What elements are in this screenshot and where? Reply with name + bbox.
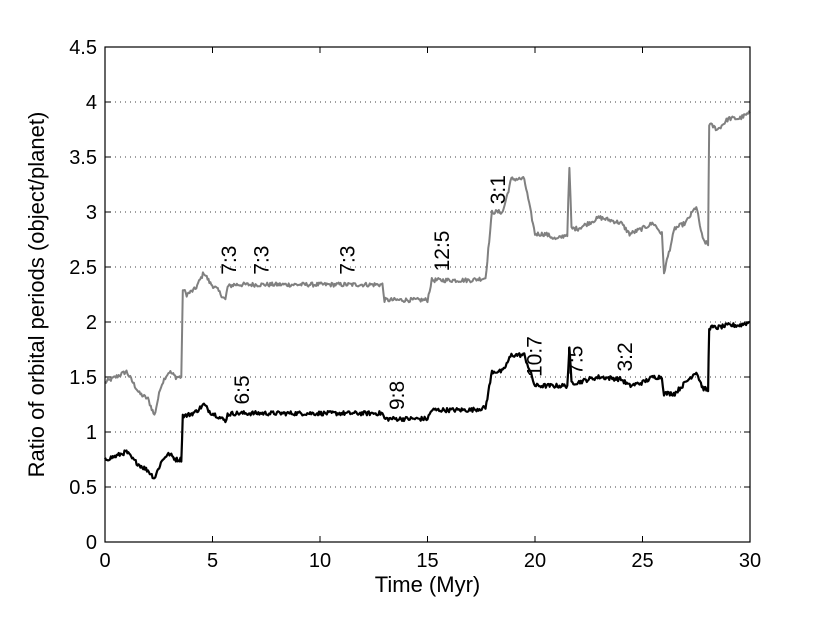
resonance-label: 7:3	[218, 245, 241, 274]
x-axis-ticks: 0 5 10 15 20 25 30	[99, 47, 761, 572]
x-tick-label: 10	[309, 550, 331, 572]
x-tick-label: 15	[416, 550, 438, 572]
y-tick-label: 4	[86, 92, 97, 114]
y-tick-label: 1.5	[69, 367, 97, 389]
y-tick-label: 4.5	[69, 37, 97, 59]
resonance-label: 6:5	[231, 375, 254, 404]
x-tick-label: 25	[631, 550, 653, 572]
series-line-1	[104, 110, 751, 416]
resonance-label: 9:8	[386, 381, 409, 410]
y-tick-label: 0	[86, 532, 97, 554]
plot-frame	[104, 46, 751, 543]
series-layer	[104, 110, 751, 480]
x-tick-label: 30	[739, 550, 761, 572]
y-tick-label: 1	[86, 422, 97, 444]
y-tick-label: 3	[86, 202, 97, 224]
x-tick-label: 20	[524, 550, 546, 572]
grid-lines	[105, 101, 750, 488]
resonance-label: 10:7	[523, 336, 546, 377]
y-tick-label: 0.5	[69, 477, 97, 499]
resonance-label: 12:5	[431, 231, 454, 272]
y-tick-label: 2.5	[69, 257, 97, 279]
resonance-label: 7:3	[336, 245, 359, 274]
resonance-label: 7:5	[564, 346, 587, 375]
y-axis-ticks: 0 0.5 1 1.5 2 2.5 3 3.5 4 4.5	[69, 37, 750, 554]
x-tick-label: 5	[207, 550, 218, 572]
resonance-annotations: 7:3 7:3 7:3 12:5 3:1 6:5 9:8 10:7 7:5 3:2	[218, 175, 637, 410]
resonance-label: 3:1	[487, 175, 510, 204]
y-axis-label: Ratio of orbital periods (object/planet)	[24, 112, 49, 478]
x-axis-label: Time (Myr)	[375, 572, 481, 597]
resonance-label: 3:2	[614, 342, 637, 371]
series-line-2	[104, 320, 751, 480]
y-tick-label: 2	[86, 312, 97, 334]
resonance-label: 7:3	[250, 245, 273, 274]
y-tick-label: 3.5	[69, 147, 97, 169]
x-tick-label: 0	[99, 550, 110, 572]
